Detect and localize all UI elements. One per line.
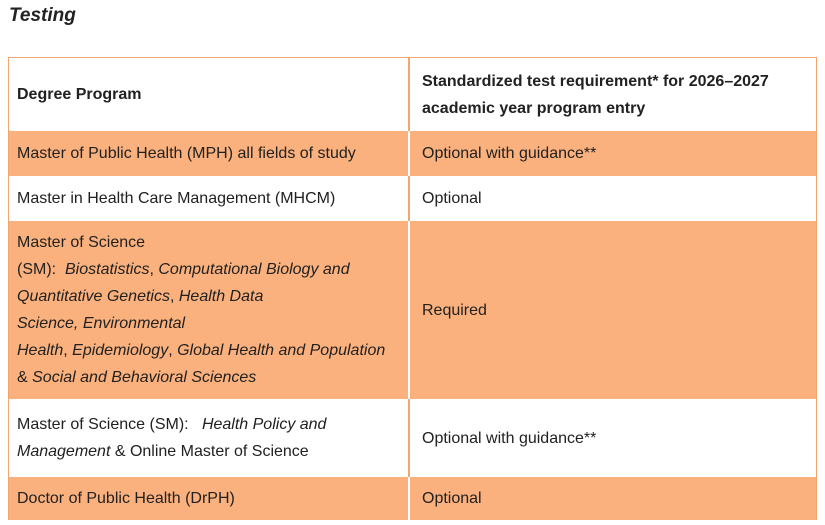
cell-text: Optional [422,185,806,212]
program-name-italic: Health Data [178,288,264,305]
text-segment: Optional [422,490,482,507]
program-name-italic: Biostatistics [65,261,150,278]
text-segment: Standardized test requirement* for 2026–… [422,72,769,90]
text-segment: Master of Science (SM): [17,416,202,433]
program-name-italic: Global Health and Population [177,342,386,359]
cell-text: Optional with guidance** [422,425,806,452]
table-row: Master of Science (SM): Health Policy an… [9,399,816,477]
requirement-cell: Required [410,221,816,399]
text-segment: (SM): [17,261,65,278]
testing-table: Degree Program Standardized test requirem… [8,57,817,520]
program-name-italic: Computational Biology and [158,261,350,278]
degree-program-cell: Master of Science (SM): Biostatistics, Co… [9,221,410,399]
cell-text: Required [422,297,806,324]
requirement-cell: Optional with guidance** [410,131,816,176]
program-name-italic: Quantitative Genetics [17,288,170,305]
text-segment: & [17,369,33,386]
text-segment: Master of Science [17,234,146,251]
table-row: Master in Health Care Management (MHCM) O… [9,176,816,221]
program-name-italic: Management [17,443,111,460]
requirement-cell: Optional with guidance** [410,399,816,477]
text-segment: Optional [422,190,482,207]
degree-program-cell: Master in Health Care Management (MHCM) [9,176,410,221]
table-row: Master of Science (SM): Biostatistics, Co… [9,221,816,399]
text-segment: Master in Health Care Management (MHCM) [17,190,336,207]
text-segment: Required [422,301,487,319]
cell-text: Master in Health Care Management (MHCM) [17,185,398,212]
degree-program-cell: Doctor of Public Health (DrPH) [9,477,410,520]
program-name-italic: Health Policy and [201,416,327,433]
cell-text: Standardized test requirement* for 2026–… [422,68,806,122]
cell-text: Master of Public Health (MPH) all fields… [17,140,398,167]
page-title: Testing [9,5,76,26]
requirement-cell: Optional [410,176,816,221]
cell-text: Master of Science (SM): Health Policy an… [17,411,398,465]
program-name-italic: Health [17,342,64,359]
header-test-requirement: Standardized test requirement* for 2026–… [410,58,816,131]
program-name-italic: Epidemiology [72,342,169,359]
cell-text: Degree Program [17,81,398,108]
cell-text: Optional with guidance** [422,140,806,167]
text-segment: Master of Public Health (MPH) all fields… [17,145,356,162]
header-degree-program: Degree Program [9,58,410,131]
cell-text: Optional [422,485,806,512]
degree-program-cell: Master of Science (SM): Health Policy an… [9,399,410,477]
text-segment: , [168,342,178,359]
text-segment: , [169,288,179,305]
text-segment: Degree Program [17,86,142,103]
text-segment: Doctor of Public Health (DrPH) [17,490,235,507]
table-row: Master of Public Health (MPH) all fields… [9,131,816,176]
cell-text: Master of Science (SM): Biostatistics, Co… [17,229,398,391]
text-segment: academic year program entry [422,99,646,117]
text-segment: , [149,261,159,278]
requirement-cell: Optional [410,477,816,520]
table-header-row: Degree Program Standardized test requirem… [9,58,816,131]
text-segment: & Online Master of Science [110,443,309,460]
table-row: Doctor of Public Health (DrPH) Optional [9,477,816,520]
text-segment: Optional with guidance** [422,145,597,162]
text-segment: , [63,342,73,359]
text-segment: Optional with guidance** [422,429,597,447]
program-name-italic: Science, Environmental [17,315,186,332]
degree-program-cell: Master of Public Health (MPH) all fields… [9,131,410,176]
program-name-italic: Social and Behavioral Sciences [32,369,257,386]
cell-text: Doctor of Public Health (DrPH) [17,485,398,512]
